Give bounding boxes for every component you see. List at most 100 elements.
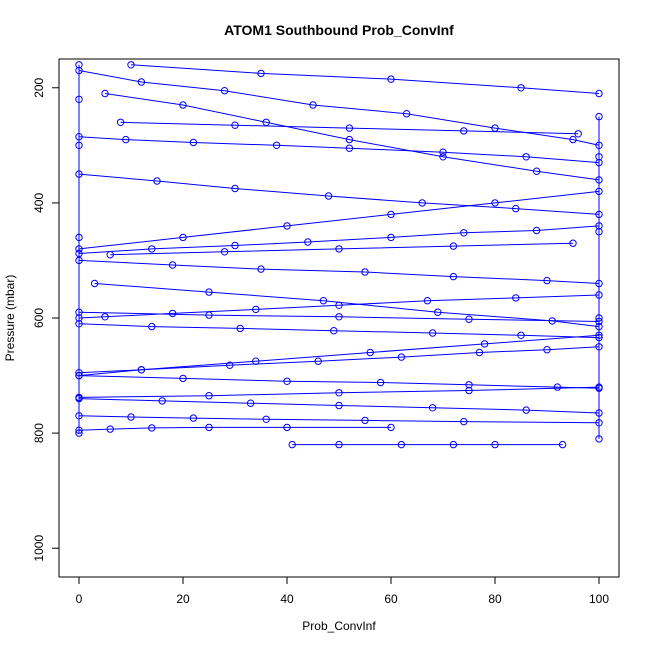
data-point [361,268,369,276]
data-point [522,153,530,161]
x-tick-label: 0 [76,592,83,606]
data-point [491,199,499,207]
data-point [189,414,198,422]
data-point [402,110,411,118]
data-point [272,141,281,150]
data-point [517,331,525,339]
data-point [387,210,395,219]
data-point [257,265,265,273]
y-axis-label: Pressure (mbar) [3,275,17,362]
data-point [512,204,520,213]
data-point [361,416,369,425]
series-line-6 [78,294,600,319]
series-line-21 [78,386,600,398]
data-point [595,89,603,98]
y-tick-label: 400 [32,193,46,213]
data-point [569,135,577,144]
x-axis: 0 20 40 60 80 100 [76,577,609,606]
data-point [283,423,291,432]
data-point [189,138,198,147]
data-point [335,313,343,321]
data-point [148,245,156,253]
series-line-22 [130,64,600,94]
data-point [257,69,265,78]
data-point [439,148,447,156]
data-point [387,423,395,432]
data-point [512,294,520,302]
data-point [179,374,187,383]
data-point [428,404,437,412]
data-point [491,440,499,449]
data-point [345,135,354,144]
plot-area [75,61,603,449]
data-point [376,378,385,387]
data-point [106,425,114,433]
chart-title: ATOM1 Southbound Prob_ConvInf [224,22,454,38]
data-point [423,297,432,305]
data-point [116,118,125,127]
data-point [465,381,473,389]
y-tick-label: 200 [32,77,46,97]
data-point [335,401,343,410]
data-point [153,177,161,185]
data-point [366,348,374,357]
data-point [449,242,458,250]
series-line-14 [104,93,600,181]
data-point [309,101,317,109]
data-point [137,366,146,374]
data-point [205,288,213,296]
data-point [475,348,484,357]
data-point [283,222,291,230]
x-tick-label: 60 [384,592,398,606]
series-line-17 [78,334,600,377]
data-point [226,361,234,369]
data-point [220,87,229,95]
data-point [465,386,473,395]
data-point [75,61,83,69]
y-tick-label: 1000 [32,535,46,562]
y-tick-label: 600 [32,308,46,328]
data-point [75,233,83,242]
data-point [127,61,135,69]
data-point [168,261,177,269]
data-point [397,353,406,361]
data-point [595,435,603,443]
data-point [148,322,156,331]
data-point [387,233,395,242]
data-point [304,238,312,246]
data-point [158,397,166,405]
series-line-1 [78,70,600,146]
data-point [330,327,338,335]
data-point [314,357,322,365]
data-point [345,124,354,132]
series-line-11 [78,415,600,424]
series-line-9 [78,375,600,389]
data-point [553,383,562,391]
y-axis: 200 400 600 800 1000 [32,77,59,562]
data-point [569,239,577,247]
data-point [101,89,109,98]
data-point [319,297,328,305]
data-point [75,95,83,104]
data-point [480,340,489,348]
data-point [449,272,458,281]
data-point [460,417,468,426]
data-point [283,377,291,385]
data-point [252,357,260,365]
data-point [434,308,442,316]
data-point [179,233,187,242]
data-point [532,226,541,235]
data-point [595,228,603,236]
data-point [595,153,603,161]
data-point [236,324,244,333]
data-point [179,101,187,109]
data-point [428,329,437,337]
x-tick-label: 40 [280,592,294,606]
data-point [137,78,146,86]
data-point [439,153,447,161]
data-point [220,248,229,256]
data-point [246,399,255,407]
data-point [262,415,270,423]
series-line-18 [120,121,579,135]
